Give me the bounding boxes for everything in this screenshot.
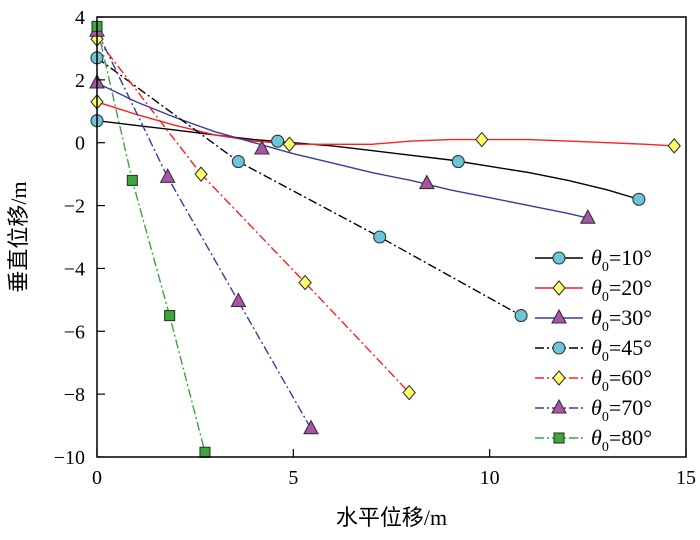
data-point-marker: [475, 131, 489, 148]
legend-marker: [552, 251, 566, 265]
data-point-marker: [164, 310, 176, 322]
data-point-marker: [126, 174, 138, 186]
series-line-5: [96, 38, 410, 394]
y-tick-label: −8: [64, 384, 85, 406]
legend-label: θ0=60°: [591, 365, 652, 395]
x-tick-label: 15: [676, 467, 696, 489]
data-point-marker: [282, 136, 297, 153]
y-tick-label: 2: [75, 70, 85, 92]
data-point-marker: [159, 168, 176, 183]
plot-frame: [96, 16, 687, 458]
marker-layer: [89, 20, 681, 458]
data-point-marker: [298, 274, 312, 291]
legend-marker: [553, 432, 565, 444]
data-point-marker: [199, 446, 211, 458]
data-point-marker: [451, 155, 465, 169]
y-tick-label: −2: [64, 196, 85, 218]
x-axis-title: 水平位移/m: [336, 505, 447, 530]
data-point-marker: [194, 166, 208, 182]
y-axis-title: 垂直位移/m: [6, 181, 31, 292]
series-line-3: [96, 82, 588, 219]
series-line-7: [96, 26, 206, 453]
legend-marker: [551, 308, 567, 324]
legend-label: θ0=10°: [591, 245, 652, 275]
data-point-marker: [667, 138, 681, 154]
series-line-6: [96, 30, 312, 430]
legend-label: θ0=80°: [591, 425, 652, 455]
data-point-marker: [303, 419, 319, 435]
y-tick-label: −10: [54, 447, 85, 469]
y-tick-label: −6: [64, 321, 85, 343]
legend-marker: [552, 280, 566, 296]
y-tick-label: 0: [75, 133, 85, 155]
data-point-marker: [271, 134, 285, 148]
series-layer: [96, 26, 675, 453]
data-point-marker: [632, 192, 646, 206]
y-tick-label: 4: [75, 7, 85, 29]
legend-marker: [552, 370, 566, 386]
tick-layer: 0 5 10 15 −10 −8 −6 −4 −2 0 2 4: [54, 7, 696, 489]
x-tick-label: 0: [92, 467, 102, 489]
series-line-4: [96, 57, 522, 317]
legend-label: θ0=20°: [591, 275, 652, 305]
legend-label: θ0=45°: [591, 335, 652, 365]
legend-marker: [551, 398, 567, 414]
data-point-marker: [231, 155, 245, 169]
y-tick-label: −4: [64, 258, 85, 280]
x-tick-label: 5: [288, 467, 298, 489]
data-point-marker: [514, 309, 528, 323]
legend-marker: [552, 341, 566, 355]
data-point-marker: [253, 139, 270, 155]
data-point-marker: [418, 174, 435, 190]
data-point-marker: [402, 384, 416, 401]
data-point-marker: [373, 230, 387, 244]
legend-label: θ0=30°: [591, 305, 652, 335]
x-tick-label: 10: [480, 467, 500, 489]
series-line-2: [96, 101, 675, 147]
legend: θ0=10°θ0=20°θ0=30°θ0=45°θ0=60°θ0=70°θ0=8…: [535, 245, 652, 455]
legend-label: θ0=70°: [591, 395, 652, 425]
series-line-1: [96, 120, 640, 200]
data-point-marker: [230, 292, 247, 307]
data-point-marker: [579, 208, 596, 224]
